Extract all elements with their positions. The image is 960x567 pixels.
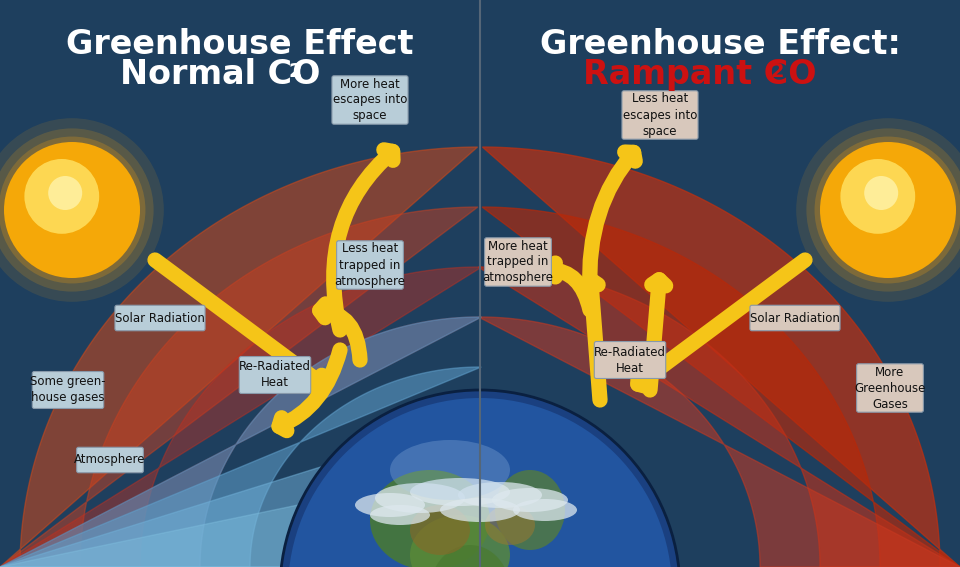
Polygon shape (0, 417, 481, 567)
Polygon shape (478, 317, 960, 567)
FancyBboxPatch shape (332, 76, 408, 124)
Polygon shape (0, 467, 481, 567)
Circle shape (820, 142, 956, 278)
Ellipse shape (355, 493, 425, 517)
Text: 2: 2 (289, 62, 302, 81)
Text: Greenhouse Effect:: Greenhouse Effect: (540, 28, 900, 61)
FancyBboxPatch shape (622, 91, 698, 139)
Ellipse shape (513, 499, 577, 521)
Text: 2: 2 (771, 62, 784, 81)
Polygon shape (482, 207, 960, 567)
Polygon shape (0, 317, 482, 567)
Text: Greenhouse Effect: Greenhouse Effect (66, 28, 414, 61)
Text: Less heat
trapped in
atmosphere: Less heat trapped in atmosphere (334, 243, 405, 287)
Circle shape (840, 159, 915, 234)
Ellipse shape (485, 505, 535, 545)
Circle shape (814, 137, 960, 284)
FancyBboxPatch shape (33, 371, 104, 408)
Ellipse shape (410, 478, 510, 506)
FancyBboxPatch shape (594, 341, 665, 379)
FancyBboxPatch shape (750, 305, 840, 331)
Text: Normal CO: Normal CO (120, 58, 321, 91)
Circle shape (48, 176, 83, 210)
Polygon shape (0, 207, 478, 567)
Ellipse shape (410, 515, 510, 567)
Ellipse shape (492, 488, 568, 512)
Circle shape (4, 142, 140, 278)
Text: Atmosphere: Atmosphere (74, 454, 146, 467)
Ellipse shape (430, 545, 510, 567)
Polygon shape (478, 267, 960, 567)
Text: Solar Radiation: Solar Radiation (115, 311, 204, 324)
Ellipse shape (370, 505, 430, 525)
Text: Some green-
house gases: Some green- house gases (30, 375, 106, 404)
FancyBboxPatch shape (115, 305, 205, 331)
Polygon shape (0, 147, 477, 567)
Ellipse shape (410, 505, 470, 555)
Text: Solar Radiation: Solar Radiation (750, 311, 840, 324)
Circle shape (864, 176, 899, 210)
FancyBboxPatch shape (77, 447, 143, 473)
Ellipse shape (495, 470, 565, 550)
Circle shape (806, 128, 960, 291)
Text: Re-Radiated
Heat: Re-Radiated Heat (239, 361, 311, 390)
Circle shape (280, 390, 680, 567)
Text: More heat
escapes into
space: More heat escapes into space (333, 78, 407, 122)
Ellipse shape (370, 470, 490, 567)
FancyBboxPatch shape (337, 241, 403, 289)
Ellipse shape (440, 498, 520, 522)
Ellipse shape (375, 483, 465, 513)
Circle shape (24, 159, 99, 234)
Ellipse shape (458, 482, 542, 508)
Polygon shape (0, 267, 482, 567)
Polygon shape (0, 317, 482, 567)
FancyBboxPatch shape (239, 357, 311, 393)
FancyBboxPatch shape (856, 364, 924, 412)
FancyBboxPatch shape (485, 238, 551, 286)
Circle shape (288, 398, 672, 567)
Circle shape (796, 118, 960, 302)
Text: Re-Radiated
Heat: Re-Radiated Heat (594, 345, 666, 374)
Ellipse shape (390, 440, 510, 500)
Text: More heat
trapped in
atmosphere: More heat trapped in atmosphere (483, 239, 554, 285)
Polygon shape (0, 367, 481, 567)
Circle shape (0, 118, 164, 302)
Circle shape (0, 137, 146, 284)
Text: Rampant CO: Rampant CO (584, 58, 817, 91)
Polygon shape (483, 147, 960, 567)
Circle shape (0, 128, 154, 291)
Text: Less heat
escapes into
space: Less heat escapes into space (623, 92, 697, 138)
Text: More
Greenhouse
Gases: More Greenhouse Gases (854, 366, 925, 411)
